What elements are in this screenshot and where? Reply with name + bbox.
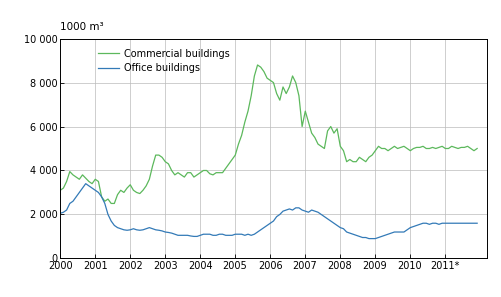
Office buildings	[473, 222, 479, 225]
Commercial buildings	[473, 147, 479, 150]
Line: Commercial buildings: Commercial buildings	[60, 65, 476, 203]
Text: 1000 m³: 1000 m³	[60, 22, 104, 32]
Commercial buildings	[254, 63, 260, 67]
Commercial buildings	[397, 146, 403, 149]
Office buildings	[397, 230, 403, 234]
Office buildings	[95, 191, 101, 194]
Line: Office buildings: Office buildings	[60, 184, 476, 238]
Office buildings	[57, 211, 63, 215]
Commercial buildings	[400, 145, 406, 148]
Commercial buildings	[111, 202, 117, 205]
Commercial buildings	[200, 169, 206, 172]
Office buildings	[111, 224, 117, 227]
Office buildings	[400, 230, 406, 234]
Office buildings	[187, 234, 193, 238]
Legend: Commercial buildings, Office buildings: Commercial buildings, Office buildings	[95, 46, 232, 76]
Office buildings	[200, 233, 206, 236]
Office buildings	[83, 182, 89, 185]
Office buildings	[365, 237, 371, 240]
Commercial buildings	[92, 178, 98, 181]
Commercial buildings	[187, 171, 193, 174]
Commercial buildings	[57, 189, 63, 192]
Commercial buildings	[108, 202, 114, 205]
